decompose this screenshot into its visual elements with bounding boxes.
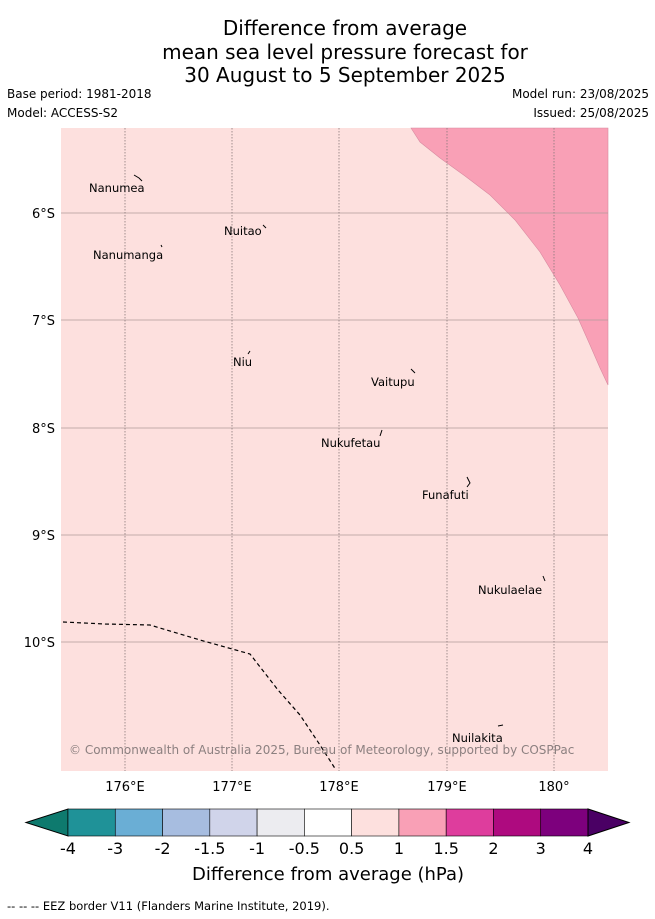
colorbar-tick-label: 1 — [394, 839, 404, 858]
island-label-nuilakita: Nuilakita — [452, 731, 503, 745]
island-mark-nanumanga — [160, 244, 163, 248]
lat-label-10s: 10°S — [24, 636, 55, 651]
title-line-2: mean sea level pressure forecast for — [162, 40, 528, 64]
title-line-1: Difference from average — [222, 16, 468, 40]
eez-legend-text: EEZ border V11 (Flanders Marine Institut… — [42, 899, 330, 913]
island-mark-nuitao — [262, 224, 267, 229]
island-label-nuitao: Nuitao — [224, 224, 262, 238]
latitude-labels: 6°S 7°S 8°S 9°S 10°S — [24, 207, 55, 651]
island-label-nukulaelae: Nukulaelae — [478, 583, 542, 597]
colorbar-tick-label: -3 — [107, 839, 123, 858]
colorbar-tick-label: 0.5 — [339, 839, 364, 858]
colorbar — [24, 808, 631, 837]
lon-label-179e: 179°E — [427, 780, 467, 795]
island-mark-vaitupu — [410, 368, 416, 374]
lon-label-176e: 176°E — [105, 780, 145, 795]
colorbar-segment — [351, 808, 400, 837]
island-marks — [133, 174, 546, 727]
colorbar-segment — [162, 808, 211, 837]
colorbar-segment — [67, 808, 116, 837]
latitude-gridlines — [61, 212, 608, 643]
island-mark-nuilakita — [497, 724, 504, 727]
lat-label-8s: 8°S — [32, 422, 55, 437]
island-label-niu: Niu — [233, 355, 252, 369]
island-label-vaitupu: Vaitupu — [371, 375, 415, 389]
title-line-3: 30 August to 5 September 2025 — [184, 63, 506, 87]
model-run: Model run: 23/08/2025 — [511, 87, 649, 101]
eez-legend-symbol: -- -- -- — [7, 899, 40, 913]
island-label-funafuti: Funafuti — [422, 488, 469, 502]
colorbar-tick-label: 2 — [488, 839, 498, 858]
island-labels: Nanumea Nuitao Nanumanga Niu Vaitupu Nuk… — [89, 181, 542, 745]
island-label-nukufetau: Nukufetau — [321, 436, 380, 450]
colorbar-extend-low — [24, 808, 69, 837]
colorbar-segment — [493, 808, 542, 837]
colorbar-segment — [540, 808, 589, 837]
colorbar-tick-label: -1.5 — [194, 839, 225, 858]
colorbar-tick-label: -0.5 — [289, 839, 320, 858]
island-label-nanumanga: Nanumanga — [93, 248, 163, 262]
issued-date: Issued: 25/08/2025 — [533, 106, 649, 120]
eez-border — [62, 621, 337, 771]
lat-label-7s: 7°S — [32, 314, 55, 329]
colorbar-segment — [256, 808, 305, 837]
lat-label-9s: 9°S — [32, 529, 55, 544]
island-mark-nukufetau — [379, 429, 383, 437]
colorbar-tick-label: -1 — [249, 839, 265, 858]
colorbar-tick-label: 3 — [536, 839, 546, 858]
colorbar-tick-labels: -4 -3 -2 -1.5 -1 -0.5 0.5 1 1.5 2 3 4 — [60, 839, 593, 858]
longitude-gridlines — [124, 128, 555, 771]
island-mark-niu — [247, 350, 251, 355]
copyright-notice: © Commonwealth of Australia 2025, Bureau… — [69, 743, 574, 757]
colorbar-tick-label: -2 — [155, 839, 171, 858]
colorbar-tick-label: 1.5 — [433, 839, 458, 858]
longitude-labels: 176°E 177°E 178°E 179°E 180° — [105, 780, 569, 795]
lon-label-177e: 177°E — [212, 780, 252, 795]
map-background — [61, 128, 608, 771]
island-mark-funafuti — [466, 476, 471, 488]
lon-label-178e: 178°E — [319, 780, 359, 795]
colorbar-tick-label: 4 — [583, 839, 593, 858]
colorbar-segment — [209, 808, 258, 837]
colorbar-segment — [114, 808, 163, 837]
eez-legend: -- -- -- EEZ border V11 (Flanders Marine… — [7, 899, 330, 913]
colorbar-segment — [398, 808, 447, 837]
model-name: Model: ACCESS-S2 — [7, 106, 119, 120]
colorbar-tick-label: -4 — [60, 839, 76, 858]
colorbar-extend-high — [587, 808, 631, 837]
island-mark-nanumea — [133, 174, 143, 182]
anomaly-region — [410, 127, 609, 386]
base-period: Base period: 1981-2018 — [7, 87, 152, 101]
island-label-nanumea: Nanumea — [89, 181, 145, 195]
colorbar-title: Difference from average (hPa) — [192, 864, 464, 885]
lat-label-6s: 6°S — [32, 207, 55, 222]
colorbar-segment — [445, 808, 494, 837]
lon-label-180: 180° — [538, 780, 569, 795]
colorbar-segment — [304, 808, 352, 837]
island-mark-nukulaelae — [542, 575, 546, 582]
